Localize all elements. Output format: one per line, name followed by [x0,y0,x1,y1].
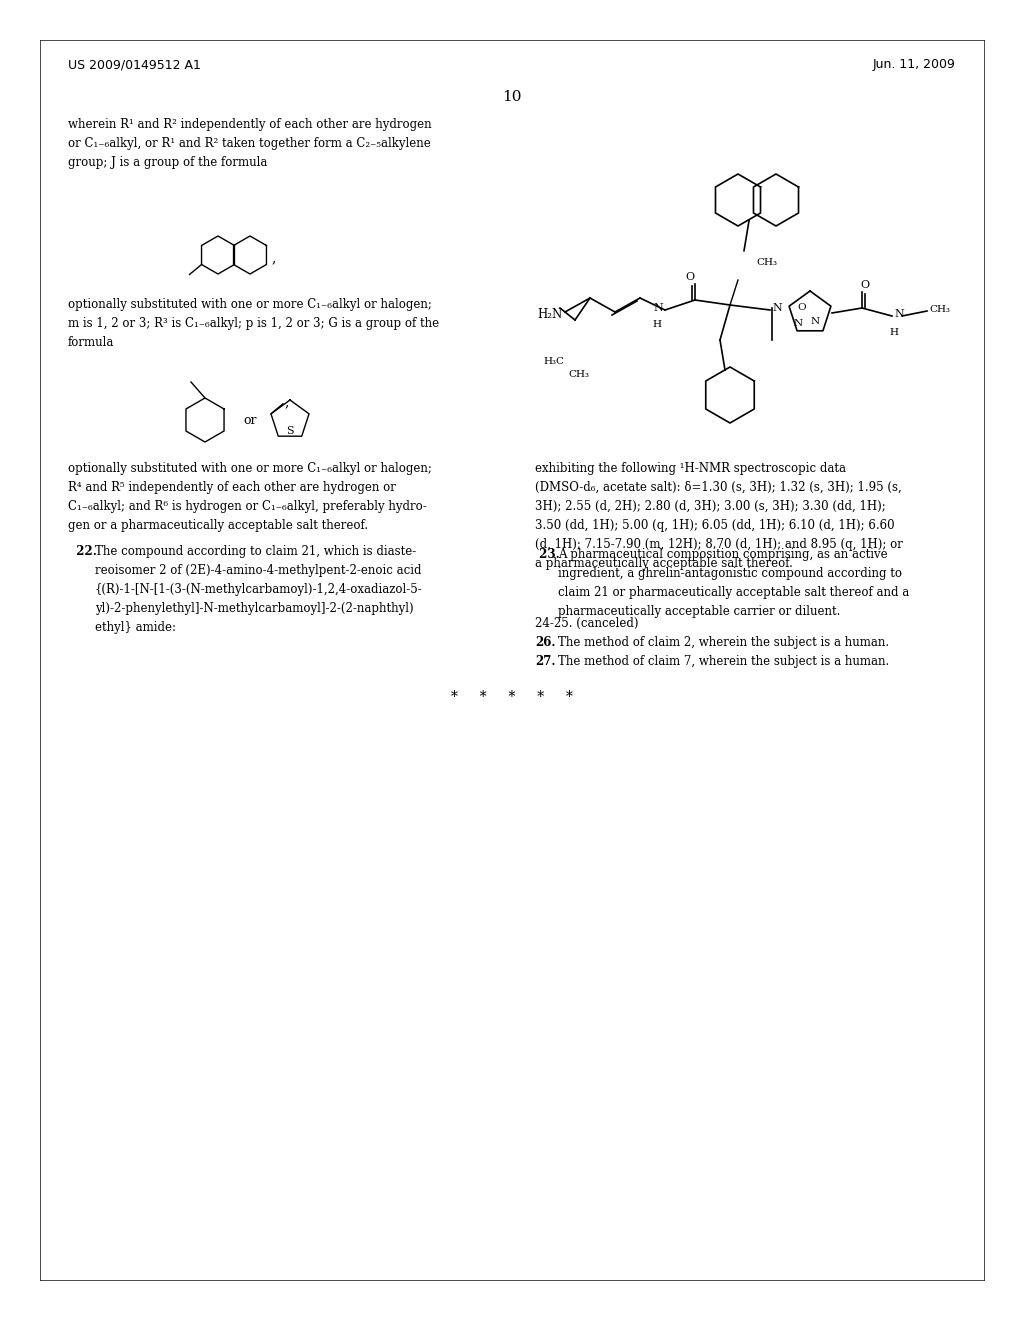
Text: The method of claim 2, wherein the subject is a human.: The method of claim 2, wherein the subje… [558,636,889,649]
Text: N: N [894,309,904,319]
Text: 26.: 26. [535,636,555,649]
Text: 23.: 23. [535,548,560,561]
Text: N: N [772,304,781,313]
Text: S: S [286,426,294,436]
Text: H₃C: H₃C [543,356,564,366]
Text: ,: , [271,251,275,265]
Text: The method of claim 7, wherein the subject is a human.: The method of claim 7, wherein the subje… [558,655,889,668]
Text: H: H [652,319,662,329]
Text: 22.: 22. [68,545,97,558]
Text: A pharmaceutical composition comprising, as an active
ingredient, a ghrelin-anta: A pharmaceutical composition comprising,… [558,548,909,618]
Text: O: O [798,302,806,312]
Text: *     *     *     *     *: * * * * * [451,690,573,704]
Text: CH₃: CH₃ [929,305,950,314]
Text: O: O [685,272,694,282]
Text: N: N [794,318,803,327]
Text: Jun. 11, 2009: Jun. 11, 2009 [873,58,956,71]
Text: exhibiting the following ¹H-NMR spectroscopic data
(DMSO-d₆, acetate salt): δ=1.: exhibiting the following ¹H-NMR spectros… [535,462,903,570]
Text: N: N [810,317,819,326]
Text: 24-25. (canceled): 24-25. (canceled) [535,616,639,630]
Text: 10: 10 [502,90,522,104]
Text: ,: , [285,395,290,409]
Text: H₂N: H₂N [537,309,562,322]
Text: wherein R¹ and R² independently of each other are hydrogen
or C₁₋₆alkyl, or R¹ a: wherein R¹ and R² independently of each … [68,117,432,169]
Text: optionally substituted with one or more C₁₋₆alkyl or halogen;
R⁴ and R⁵ independ: optionally substituted with one or more … [68,462,432,532]
Text: O: O [860,280,869,290]
Text: CH₃: CH₃ [568,370,589,379]
Text: US 2009/0149512 A1: US 2009/0149512 A1 [68,58,201,71]
Text: H: H [890,327,898,337]
Text: CH₃: CH₃ [756,257,777,267]
Text: or: or [243,413,256,426]
Text: N: N [653,304,663,313]
Text: The compound according to claim 21, which is diaste-
reoisomer 2 of (2E)-4-amino: The compound according to claim 21, whic… [95,545,423,634]
Text: 27.: 27. [535,655,555,668]
Text: optionally substituted with one or more C₁₋₆alkyl or halogen;
m is 1, 2 or 3; R³: optionally substituted with one or more … [68,298,439,348]
